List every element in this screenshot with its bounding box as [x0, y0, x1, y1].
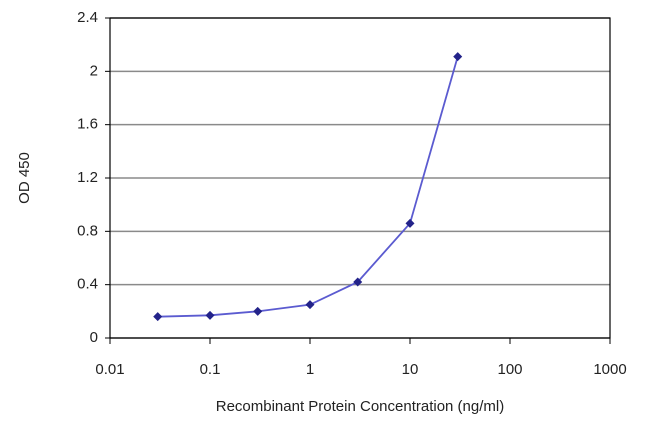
- x-tick-label: 1000: [593, 361, 626, 378]
- y-tick-label: 1.6: [77, 116, 98, 133]
- data-marker: [305, 300, 315, 310]
- x-tick-label: 100: [497, 361, 522, 378]
- x-tick-label: 0.1: [200, 361, 221, 378]
- y-tick-label: 0.8: [77, 222, 98, 239]
- y-tick-label: 1.2: [77, 169, 98, 186]
- y-tick-label: 0: [90, 329, 98, 346]
- y-tick-label: 2.4: [77, 9, 98, 26]
- data-marker: [453, 52, 463, 62]
- y-tick-label: 0.4: [77, 276, 98, 293]
- y-tick-label: 2: [90, 62, 98, 79]
- data-marker: [353, 277, 363, 287]
- x-tick-label: 0.01: [95, 361, 124, 378]
- plot-border: [109, 17, 611, 339]
- data-line: [157, 56, 459, 318]
- data-marker: [205, 310, 215, 320]
- y-axis-label: OD 450: [16, 152, 33, 204]
- data-marker: [153, 312, 163, 322]
- x-tick-label: 10: [402, 361, 419, 378]
- x-axis-label: Recombinant Protein Concentration (ng/ml…: [216, 398, 504, 415]
- x-tick-label: 1: [306, 361, 314, 378]
- data-marker: [405, 218, 415, 228]
- data-marker: [253, 306, 263, 316]
